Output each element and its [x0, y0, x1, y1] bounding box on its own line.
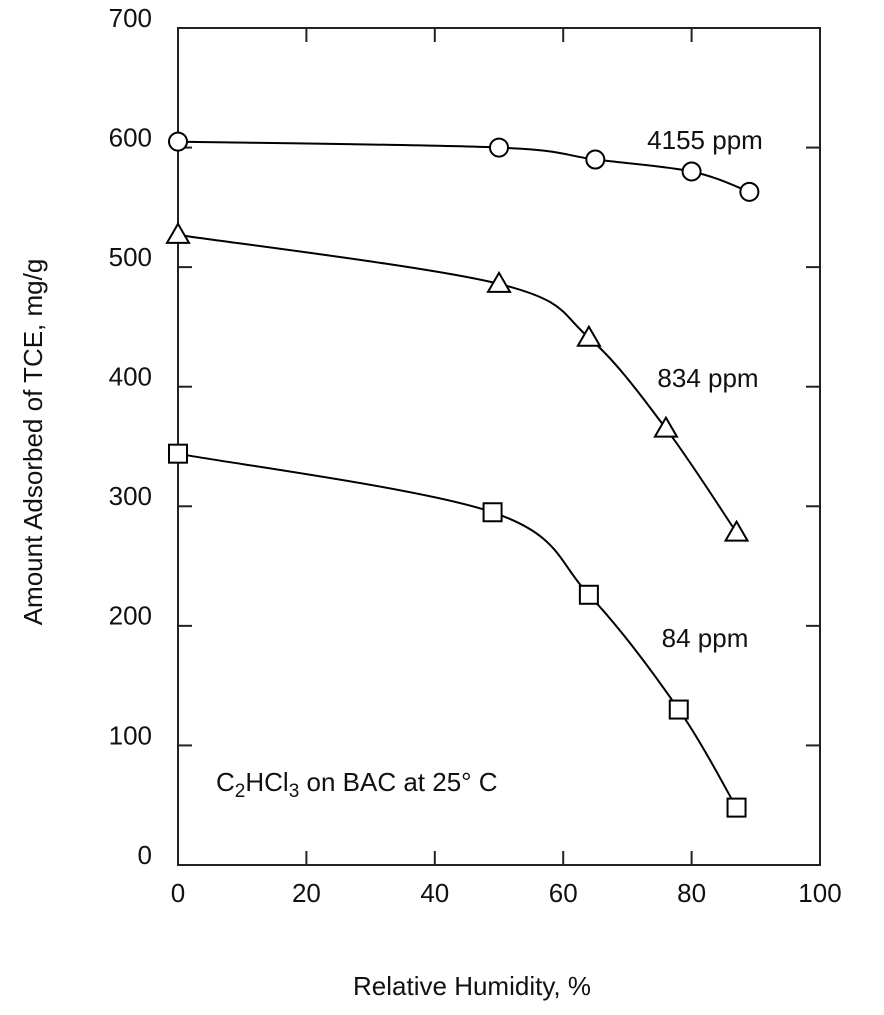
y-tick-label: 300 [109, 481, 152, 511]
annotation-subscript: 3 [289, 781, 300, 802]
series-label: 834 ppm [657, 363, 758, 393]
marker [739, 181, 760, 202]
marker [165, 221, 191, 244]
y-tick-label: 100 [109, 720, 152, 750]
marker [489, 137, 509, 158]
annotation-part: on BAC at 25° C [299, 767, 497, 797]
x-tick-label: 80 [677, 878, 706, 908]
marker [168, 131, 188, 152]
fit-curve [177, 452, 738, 809]
x-tick-label: 40 [420, 878, 449, 908]
marker [578, 584, 599, 605]
marker [585, 149, 606, 170]
marker [486, 270, 512, 293]
y-axis-label: Amount Adsorbed of TCE, mg/g [18, 259, 48, 626]
series-label: 84 ppm [662, 623, 749, 653]
series-label: 4155 ppm [647, 125, 763, 155]
y-tick-label: 600 [109, 122, 152, 152]
y-tick-label: 400 [109, 362, 152, 392]
annotation: C2HCl3 on BAC at 25° C [216, 767, 498, 802]
annotation-part: HCl [245, 767, 288, 797]
annotation-subscript: 2 [235, 781, 246, 802]
marker [482, 502, 503, 523]
y-tick-label: 0 [138, 840, 152, 870]
x-tick-label: 20 [292, 878, 321, 908]
x-tick-label: 100 [798, 878, 841, 908]
marker [668, 699, 689, 720]
marker [576, 324, 602, 347]
y-tick-label: 700 [109, 3, 152, 33]
x-axis-label: Relative Humidity, % [353, 971, 591, 1001]
y-tick-label: 200 [109, 601, 152, 631]
marker [726, 797, 747, 818]
marker [723, 519, 750, 542]
marker [653, 415, 679, 438]
marker [168, 443, 188, 464]
x-tick-label: 0 [171, 878, 185, 908]
marker [681, 161, 702, 182]
annotation-part: C [216, 767, 235, 797]
y-tick-label: 500 [109, 242, 152, 272]
x-tick-label: 60 [549, 878, 578, 908]
fit-curve [177, 233, 738, 534]
